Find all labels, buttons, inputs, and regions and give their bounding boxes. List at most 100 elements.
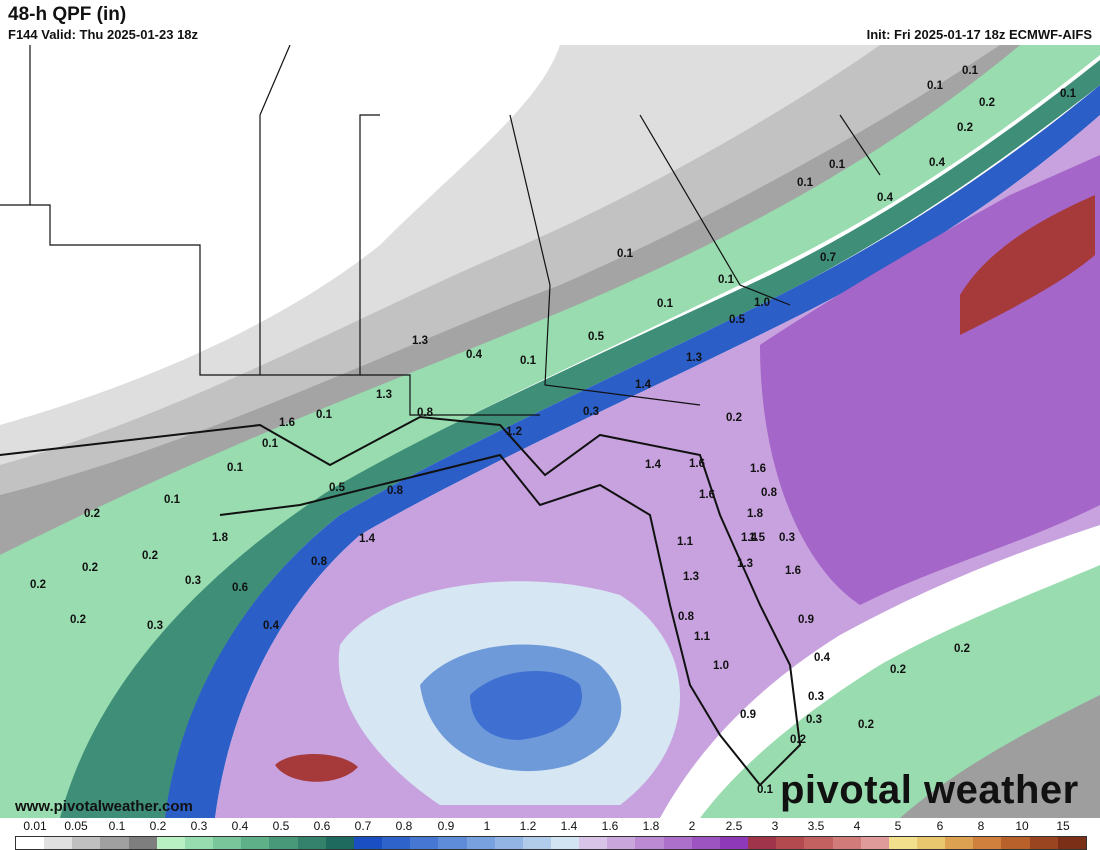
qpf-map[interactable] xyxy=(0,45,1100,818)
colorbar-tick-label: 0.01 xyxy=(23,819,47,833)
qpf-value-label: 1.3 xyxy=(683,571,699,583)
colorbar-swatch xyxy=(494,837,523,849)
qpf-value-label: 0.8 xyxy=(387,485,403,497)
colorbar-tick-label: 5 xyxy=(894,819,902,833)
qpf-value-label: 1.8 xyxy=(212,532,228,544)
qpf-value-label: 0.2 xyxy=(890,664,906,676)
colorbar-tick-label: 0.5 xyxy=(272,819,290,833)
qpf-value-label: 1.8 xyxy=(747,508,763,520)
qpf-value-label: 0.2 xyxy=(82,562,98,574)
qpf-value-label: 0.3 xyxy=(583,406,599,418)
qpf-value-label: 1.2 xyxy=(506,426,522,438)
colorbar-swatch xyxy=(128,837,157,849)
qpf-value-label: 0.2 xyxy=(142,550,158,562)
qpf-value-label: 0.1 xyxy=(617,248,633,260)
qpf-value-label: 1.6 xyxy=(785,565,801,577)
qpf-value-label: 0.3 xyxy=(806,714,822,726)
qpf-value-label: 0.9 xyxy=(798,614,814,626)
qpf-value-label: 0.1 xyxy=(316,409,332,421)
qpf-value-label: 0.1 xyxy=(1060,88,1076,100)
colorbar-swatch xyxy=(719,837,749,849)
qpf-value-label: 1.3 xyxy=(376,389,392,401)
colorbar-tick-label: 1.6 xyxy=(601,819,619,833)
qpf-value-label: 0.2 xyxy=(979,97,995,109)
qpf-value-label: 0.1 xyxy=(164,494,180,506)
qpf-value-label: 0.1 xyxy=(262,438,278,450)
qpf-value-label: 0.1 xyxy=(657,298,673,310)
qpf-value-label: 1.6 xyxy=(699,489,715,501)
qpf-value-label: 0.6 xyxy=(232,582,248,594)
colorbar-tick-label: 0.2 xyxy=(149,819,167,833)
colorbar-swatch xyxy=(550,837,580,849)
qpf-value-label: 0.4 xyxy=(814,652,830,664)
precip-band-teal xyxy=(60,60,1100,818)
colorbar-tick-label: 6 xyxy=(936,819,944,833)
colorbar-tick-label: 15 xyxy=(1056,819,1070,833)
colorbar-tick-label: 0.4 xyxy=(231,819,249,833)
colorbar-tick-label: 0.7 xyxy=(354,819,372,833)
qpf-value-label: 0.4 xyxy=(877,192,893,204)
qpf-value-label: 1.4 xyxy=(645,459,661,471)
qpf-value-label: 0.3 xyxy=(147,620,163,632)
colorbar-tick-label: 1.8 xyxy=(642,819,660,833)
colorbar-tick-label: 1.2 xyxy=(519,819,537,833)
colorbar-swatch xyxy=(945,837,974,849)
qpf-value-label: 0.5 xyxy=(729,314,745,326)
qpf-value-label: 0.8 xyxy=(311,556,327,568)
colorbar-tick-label: 0.9 xyxy=(437,819,455,833)
colorbar-swatch xyxy=(1057,837,1086,849)
map-title: 48-h QPF (in) xyxy=(8,4,127,25)
qpf-value-label: 1.1 xyxy=(677,536,693,548)
colorbar-swatch xyxy=(917,837,946,849)
qpf-value-label: 0.1 xyxy=(757,784,773,796)
qpf-value-label: 1.4 xyxy=(741,532,757,544)
colorbar-swatch xyxy=(325,837,354,849)
colorbar-swatch xyxy=(804,837,833,849)
qpf-value-label: 0.2 xyxy=(70,614,86,626)
qpf-value-label: 0.1 xyxy=(520,355,536,367)
qpf-value-label: 0.8 xyxy=(761,487,777,499)
colorbar-swatch xyxy=(353,837,383,849)
qpf-value-label: 0.2 xyxy=(957,122,973,134)
colorbar-tick-label: 0.3 xyxy=(190,819,208,833)
colorbar-swatch xyxy=(438,837,467,849)
qpf-value-label: 0.8 xyxy=(678,611,694,623)
colorbar-tick-label: 2 xyxy=(688,819,696,833)
colorbar-swatch xyxy=(410,837,439,849)
qpf-value-label: 1.6 xyxy=(750,463,766,475)
colorbar-tick-label: 2.5 xyxy=(725,819,743,833)
qpf-value-label: 1.0 xyxy=(713,660,729,672)
qpf-value-label: 1.4 xyxy=(635,379,651,391)
colorbar-swatch xyxy=(522,837,551,849)
precip-hole-core xyxy=(470,671,582,740)
colorbar-swatch xyxy=(184,837,214,849)
qpf-value-label: 0.1 xyxy=(962,65,978,77)
colorbar-tick-label: 1.4 xyxy=(560,819,578,833)
qpf-value-label: 0.2 xyxy=(790,734,806,746)
header: 48-h QPF (in) F144 Valid: Thu 2025-01-23… xyxy=(0,0,1100,45)
colorbar-swatch xyxy=(72,837,101,849)
qpf-value-label: 0.4 xyxy=(263,620,279,632)
website-label[interactable]: www.pivotalweather.com xyxy=(15,798,193,815)
qpf-value-label: 0.3 xyxy=(779,532,795,544)
colorbar-tick-label: 3 xyxy=(771,819,779,833)
coastline xyxy=(0,415,802,787)
init-time: Init: Fri 2025-01-17 18z ECMWF-AIFS xyxy=(866,27,1092,42)
colorbar-swatch xyxy=(466,837,495,849)
qpf-value-label: 0.2 xyxy=(858,719,874,731)
valid-time: F144 Valid: Thu 2025-01-23 18z xyxy=(8,27,199,42)
colorbar-swatch xyxy=(44,837,73,849)
qpf-value-label: 0.1 xyxy=(829,159,845,171)
colorbar-tick-label: 1 xyxy=(483,819,491,833)
colorbar-tick-label: 0.8 xyxy=(395,819,413,833)
colorbar: 0.01 0.05 0.1 0.2 0.3 0.4 0.5 0.6 0.7 0.8 0.9 1 1.2 1… xyxy=(0,818,1100,850)
state-borders xyxy=(0,45,881,416)
colorbar-swatch xyxy=(748,837,777,849)
qpf-value-label: 0.1 xyxy=(718,274,734,286)
colorbar-swatch xyxy=(382,837,411,849)
qpf-value-label: 0.3 xyxy=(808,691,824,703)
qpf-value-label: 1.1 xyxy=(694,631,710,643)
qpf-value-labels: 0.1 0.1 0.2 0.2 0.1 0.1 0.1 0.4 0.4 0.7 0.1 0.1 1.0 0… xyxy=(0,45,1100,818)
colorbar-swatch xyxy=(607,837,636,849)
colorbar-swatch xyxy=(691,837,720,849)
